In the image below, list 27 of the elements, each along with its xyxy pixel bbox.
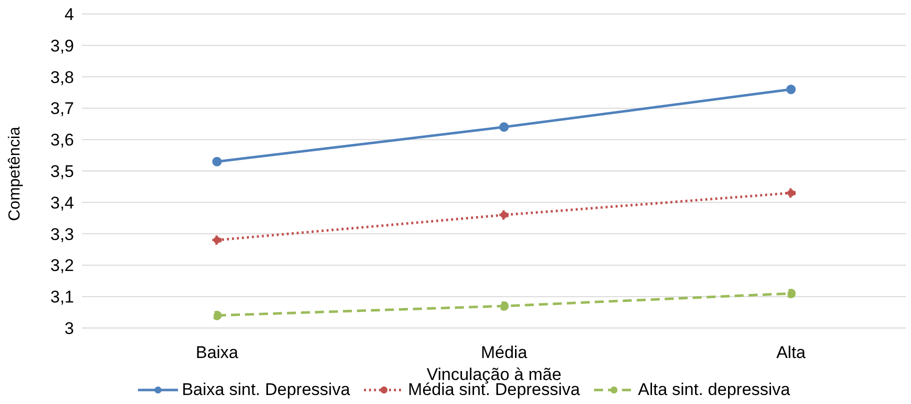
point xyxy=(212,235,222,245)
y-tick-label: 3,5 xyxy=(50,162,74,182)
x-tick-label: Baixa xyxy=(196,343,239,362)
point xyxy=(786,288,796,298)
y-tick-label: 3 xyxy=(64,319,74,338)
point xyxy=(212,310,222,320)
y-tick-label: 3,1 xyxy=(50,288,74,307)
point xyxy=(499,210,509,220)
point xyxy=(786,188,796,198)
point xyxy=(212,156,222,166)
x-tick-label: Média xyxy=(480,343,528,362)
y-tick-label: 3,3 xyxy=(50,224,74,244)
x-tick-label: Alta xyxy=(776,343,806,362)
y-tick-label: 4 xyxy=(64,5,74,24)
point xyxy=(499,122,509,132)
x-axis-title: Vinculação à mãe xyxy=(426,365,562,384)
y-tick-label: 3,2 xyxy=(50,256,74,276)
y-axis-title: Competência xyxy=(6,126,24,221)
y-tick-label: 3,6 xyxy=(50,130,74,150)
legend-label: Alta sint. depressiva xyxy=(637,380,790,400)
point xyxy=(499,301,509,311)
y-tick-label: 3,9 xyxy=(50,36,74,56)
y-tick-label: 3,8 xyxy=(50,68,74,87)
point xyxy=(786,84,796,94)
legend-label: Baixa sint. Depressiva xyxy=(180,380,350,400)
y-tick-label: 3,4 xyxy=(50,193,74,212)
y-tick-label: 3,7 xyxy=(50,99,74,118)
